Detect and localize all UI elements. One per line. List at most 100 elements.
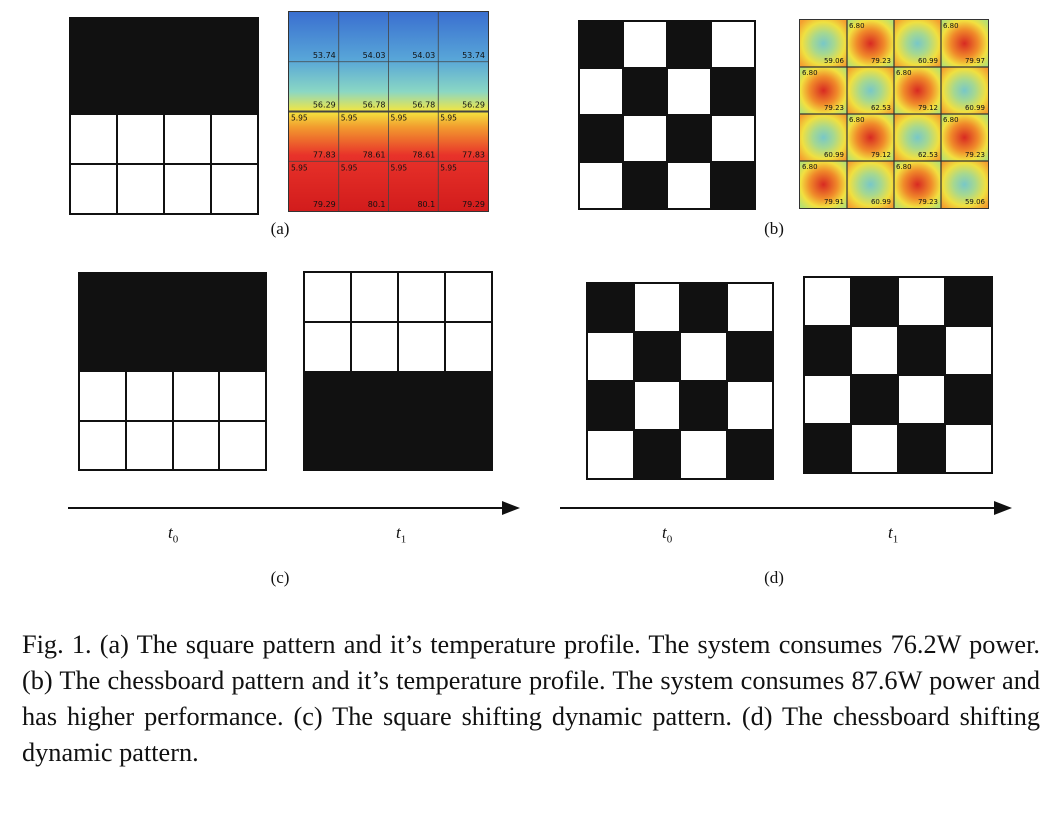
- chess-cell: [588, 431, 633, 478]
- heatmap-a-corner-value: 5.95: [341, 114, 358, 123]
- heatmap-a-corner-value: 5.95: [341, 163, 358, 172]
- chess-cell: [668, 116, 710, 161]
- heatmap-b-value: 62.53: [918, 151, 938, 159]
- chess-cell: [634, 333, 679, 380]
- chess-cell: [681, 431, 726, 478]
- chess-cell: [712, 116, 754, 161]
- chess-cell: [588, 284, 633, 331]
- heatmap-b-top-label: 6.80: [943, 116, 959, 124]
- grid-cell: [352, 323, 397, 371]
- heatmap-b-value: 79.23: [824, 104, 844, 112]
- panel-label-a: (a): [270, 219, 290, 238]
- chess-cell: [668, 69, 710, 114]
- heatmap-a-value: 53.74: [462, 51, 485, 60]
- heatmap-a-value: 77.83: [313, 150, 336, 159]
- heatmap-b-value: 79.91: [824, 198, 844, 206]
- grid-cell: [446, 323, 491, 371]
- chess-cell: [727, 284, 772, 331]
- heatmap-b-value: 60.99: [965, 104, 985, 112]
- chess-cell: [805, 376, 850, 423]
- grid-cell: [80, 372, 125, 420]
- chess-cell: [681, 284, 726, 331]
- heatmap-b-top-label: 6.80: [943, 22, 959, 30]
- grid-cell: [126, 372, 172, 420]
- chess-cell: [624, 163, 666, 208]
- heatmap-b-value: 79.12: [918, 104, 938, 112]
- chess-cell: [899, 376, 944, 423]
- chess-cell: [580, 22, 622, 67]
- time-label-t1-d: t1: [888, 523, 899, 546]
- chess-cell: [805, 327, 850, 374]
- grid-cell: [399, 273, 444, 321]
- chess-cell: [580, 69, 622, 114]
- heatmap-a-value: 79.29: [313, 200, 336, 209]
- time-label-t0-d: t0: [662, 523, 673, 546]
- temperature-profile-a: 53.74 54.03 54.03 53.74 56.29 56.78 56.78 56.29…: [288, 11, 489, 212]
- grid-cell: [173, 421, 219, 469]
- heatmap-a-value: 56.29: [313, 101, 336, 110]
- chess-cell: [946, 376, 991, 423]
- heatmap-a-corner-value: 5.95: [391, 163, 408, 172]
- heatmap-b-top-label: 6.80: [802, 163, 818, 171]
- chess-cell: [634, 431, 679, 478]
- chess-cell: [580, 116, 622, 161]
- figure-caption: Fig. 1. (a) The square pattern and it’s …: [22, 630, 1040, 767]
- chess-cell: [580, 163, 622, 208]
- heatmap-a-value: 77.83: [462, 150, 485, 159]
- heatmap-a-value: 54.03: [412, 51, 435, 60]
- heatmap-b-value: 79.23: [965, 151, 985, 159]
- chess-cell: [712, 69, 754, 114]
- grid-cell: [305, 273, 350, 321]
- chess-cell: [588, 333, 633, 380]
- chess-cell: [946, 278, 991, 325]
- heatmap-a-value: 54.03: [363, 51, 386, 60]
- grid-cell: [80, 421, 125, 469]
- chess-cell: [946, 327, 991, 374]
- square-pattern-grid-c-t1: [303, 271, 493, 371]
- chess-cell: [899, 278, 944, 325]
- chessboard-pattern-d-t1: [803, 276, 993, 474]
- chess-cell: [852, 327, 897, 374]
- chess-cell: [805, 278, 850, 325]
- chess-cell: [588, 382, 633, 429]
- chess-cell: [624, 22, 666, 67]
- heatmap-b-value: 79.97: [965, 57, 985, 65]
- square-pattern-grid-c-t0: [78, 372, 267, 471]
- chess-cell: [681, 333, 726, 380]
- temperature-profile-b: 59.06 79.23 60.99 79.97 79.23 62.53 79.12 60.99…: [799, 19, 989, 209]
- chessboard-pattern-b: [578, 20, 756, 210]
- heatmap-a-corner-value: 5.95: [440, 163, 457, 172]
- panel-label-c: (c): [270, 568, 290, 587]
- time-label-t1-c: t1: [396, 523, 407, 546]
- square-pattern-black-block-c-t1: [303, 371, 493, 471]
- heatmap-a-value: 53.74: [313, 51, 336, 60]
- chess-cell: [852, 425, 897, 472]
- chess-cell: [899, 425, 944, 472]
- square-pattern-black-block-a: [69, 17, 259, 115]
- chess-cell: [899, 327, 944, 374]
- heatmap-b-top-label: 6.80: [849, 116, 865, 124]
- grid-cell: [399, 323, 444, 371]
- heatmap-b-svg: 59.06 79.23 60.99 79.97 79.23 62.53 79.12 60.99…: [800, 20, 988, 208]
- heatmap-a-corner-value: 5.95: [391, 114, 408, 123]
- heatmap-a-value: 79.29: [462, 200, 485, 209]
- grid-cell: [71, 165, 116, 213]
- chess-cell: [624, 69, 666, 114]
- chess-cell: [634, 382, 679, 429]
- chess-cell: [805, 425, 850, 472]
- heatmap-b-top-label: 6.80: [896, 163, 912, 171]
- chess-cell: [712, 163, 754, 208]
- grid-cell: [126, 421, 172, 469]
- heatmap-b-value: 60.99: [918, 57, 938, 65]
- chess-cell: [727, 333, 772, 380]
- heatmap-b-value: 79.23: [918, 198, 938, 206]
- heatmap-b-value: 60.99: [871, 198, 891, 206]
- heatmap-a-value: 78.61: [412, 150, 435, 159]
- heatmap-a-value: 78.61: [363, 150, 386, 159]
- grid-cell: [173, 372, 219, 420]
- heatmap-b-top-label: 6.80: [802, 69, 818, 77]
- grid-cell: [212, 165, 257, 213]
- chess-cell: [852, 376, 897, 423]
- heatmap-b-top-label: 6.80: [849, 22, 865, 30]
- grid-cell: [305, 323, 350, 371]
